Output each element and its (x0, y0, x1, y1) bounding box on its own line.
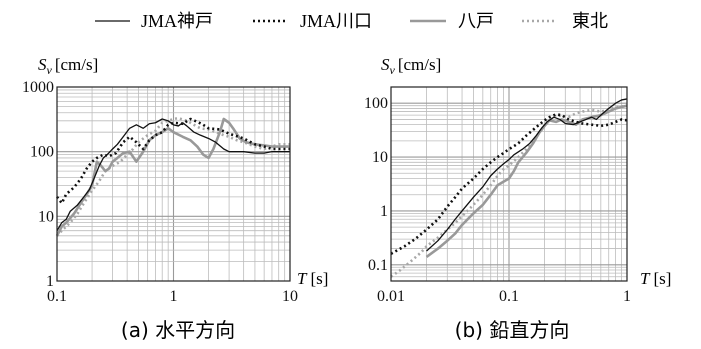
y-axis-label-main-a: S (38, 55, 47, 74)
legend-entry-hachinohe: 八戸 (410, 11, 494, 31)
y-tick-label: 10 (38, 208, 54, 225)
y-tick-label: 100 (30, 144, 54, 161)
series-line-jma-kawaguchi-b (390, 113, 628, 255)
x-tick-label: 0.1 (499, 288, 519, 305)
x-axis-label-a: T [s] (297, 269, 328, 288)
x-axis-label-main-b: T (640, 269, 651, 288)
y-tick-label: 10 (372, 149, 388, 166)
y-tick-label: 1 (46, 273, 54, 290)
y-axis-label-b: Sv [cm/s] (381, 55, 441, 77)
x-axis-label-main-a: T (297, 269, 308, 288)
y-tick-label: 100 (364, 95, 388, 112)
x-tick-label: 0.01 (377, 288, 405, 305)
legend: JMA神戸 JMA川口 八戸 東北 (95, 11, 608, 31)
series-line-jma-kobe-a (56, 118, 290, 232)
x-axis-label-unit-b: [s] (653, 269, 671, 288)
legend-entry-jma-kobe: JMA神戸 (95, 11, 213, 31)
plot-frame-b (390, 86, 628, 282)
y-tick-labels-a: 1 10 100 1000 (22, 79, 54, 290)
y-tick-label: 1000 (22, 79, 54, 96)
series-line-hachinohe-b (425, 104, 628, 258)
x-axis-label-unit-a: [s] (310, 269, 328, 288)
panel-vertical: Sv [cm/s] 0.1 1 10 100 0.01 0.1 1 T [s] (b) 鉛直方… (364, 55, 671, 342)
series-line-tohoku-a (56, 116, 290, 237)
x-tick-label: 10 (282, 288, 298, 305)
series-group-a (55, 116, 290, 237)
series-group-b (390, 98, 628, 278)
legend-label-hachinohe: 八戸 (458, 11, 494, 31)
x-tick-label: 0.1 (47, 288, 67, 305)
series-line-jma-kobe-b (426, 98, 628, 252)
legend-entry-jma-kawaguchi: JMA川口 (253, 11, 372, 31)
series-line-tohoku-b (390, 104, 628, 278)
y-axis-label-unit-b: [cm/s] (398, 55, 441, 74)
legend-entry-tohoku: 東北 (522, 11, 608, 31)
y-axis-label-unit-a: [cm/s] (55, 55, 98, 74)
y-axis-label-sub-b: v (390, 63, 396, 77)
y-axis-label-sub-a: v (47, 63, 53, 77)
y-tick-label: 0.1 (368, 257, 388, 274)
x-tick-label: 1 (170, 288, 178, 305)
y-tick-label: 1 (380, 203, 388, 220)
legend-label-tohoku: 東北 (572, 11, 608, 31)
legend-label-jma-kawaguchi: JMA川口 (300, 11, 372, 31)
y-axis-label-main-b: S (381, 55, 390, 74)
caption-a: (a) 水平方向 (121, 318, 235, 342)
legend-label-jma-kobe: JMA神戸 (141, 11, 213, 31)
plot-frame-a (56, 86, 291, 282)
y-axis-label-a: Sv [cm/s] (38, 55, 98, 77)
x-axis-label-b: T [s] (640, 269, 671, 288)
x-tick-labels-a: 0.1 1 10 (47, 288, 298, 305)
x-tick-label: 1 (623, 288, 631, 305)
caption-b: (b) 鉛直方向 (455, 318, 570, 342)
x-tick-labels-b: 0.01 0.1 1 (377, 288, 631, 305)
y-tick-labels-b: 0.1 1 10 100 (364, 95, 388, 274)
